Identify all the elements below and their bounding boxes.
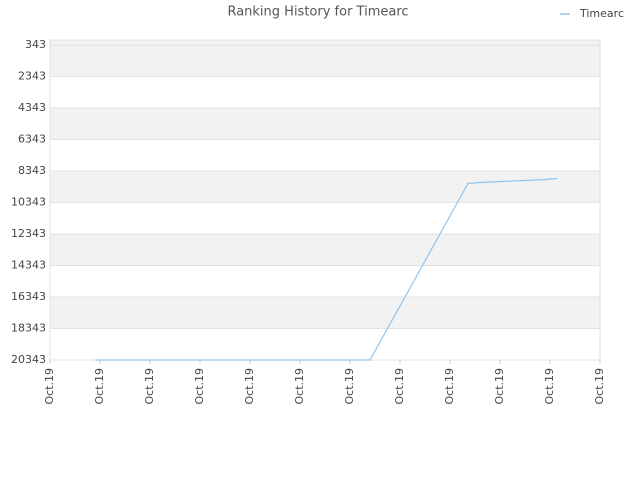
y-tick-label: 12343 — [11, 227, 46, 240]
band — [50, 202, 600, 234]
band — [50, 139, 600, 171]
x-tick-label: Oct.19 — [543, 368, 556, 405]
x-tick-label: Oct.19 — [43, 368, 56, 405]
x-tick-label: Oct.19 — [193, 368, 206, 405]
y-tick-label: 6343 — [18, 132, 46, 145]
y-tick-label: 2343 — [18, 69, 46, 82]
y-tick-label: 10343 — [11, 195, 46, 208]
band — [50, 296, 600, 329]
band — [50, 233, 600, 266]
legend-label: Timearc — [579, 7, 624, 20]
x-tick-label: Oct.19 — [243, 368, 256, 405]
x-tick-label: Oct.19 — [493, 368, 506, 405]
x-tick-label: Oct.19 — [343, 368, 356, 405]
band — [50, 265, 600, 297]
x-tick-label: Oct.19 — [293, 368, 306, 405]
x-tick-label: Oct.19 — [593, 368, 606, 405]
band — [50, 76, 600, 108]
line — [95, 177, 558, 361]
band — [50, 328, 600, 360]
y-tick-label: 14343 — [11, 258, 46, 271]
band — [50, 107, 600, 140]
chart-title: Ranking History for Timearc — [227, 5, 408, 20]
x-tick-label: Oct.19 — [143, 368, 156, 405]
band — [50, 170, 600, 203]
y-tick-label: 20343 — [11, 353, 46, 366]
x-tick-label: Oct.19 — [443, 368, 456, 405]
y-tick-label: 18343 — [11, 321, 46, 334]
band — [50, 40, 600, 77]
y-tick-label: 4343 — [18, 101, 46, 114]
x-tick-label: Oct.19 — [393, 368, 406, 405]
x-tick-label: Oct.19 — [93, 368, 106, 405]
y-tick-label: 8343 — [18, 164, 46, 177]
y-tick-label: 343 — [25, 38, 46, 51]
y-tick-label: 16343 — [11, 290, 46, 303]
